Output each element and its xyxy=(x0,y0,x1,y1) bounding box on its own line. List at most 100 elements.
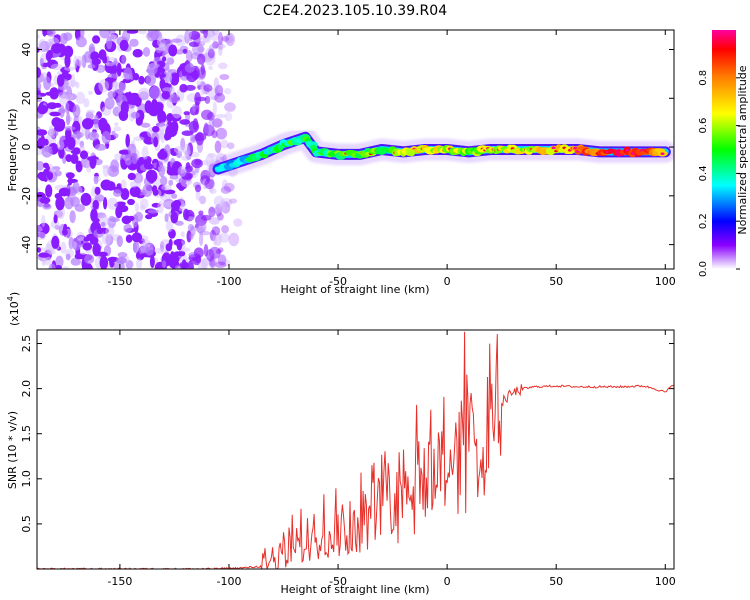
noise-blob xyxy=(186,230,192,243)
noise-blob xyxy=(59,32,68,45)
noise-blob xyxy=(129,38,139,47)
noise-blob xyxy=(200,64,205,75)
noise-blob xyxy=(198,231,211,236)
noise-blob xyxy=(202,159,209,166)
noise-blob xyxy=(42,162,49,169)
noise-blob xyxy=(217,212,224,221)
colorbar-gradient xyxy=(712,30,736,269)
noise-blob xyxy=(228,198,238,204)
noise-blob xyxy=(197,41,206,47)
noise-blob xyxy=(38,39,47,53)
noise-blob xyxy=(129,186,141,198)
noise-blob xyxy=(166,113,174,122)
noise-blob xyxy=(64,126,76,131)
noise-blob xyxy=(91,131,97,138)
noise-blob xyxy=(158,165,165,178)
y-tick-label: 2.0 xyxy=(20,380,33,398)
noise-blob xyxy=(208,44,214,54)
noise-blob xyxy=(97,251,108,257)
noise-blob xyxy=(204,125,213,134)
noise-blob xyxy=(133,136,145,142)
noise-blob xyxy=(183,111,191,116)
noise-blob xyxy=(37,231,47,240)
noise-blob xyxy=(125,234,133,243)
colorbar-tick-label: 0.8 xyxy=(698,70,709,86)
spectrogram-frame xyxy=(36,29,675,270)
noise-blob xyxy=(89,155,97,169)
noise-blob xyxy=(139,205,146,211)
noise-blob xyxy=(93,175,99,185)
noise-blob xyxy=(170,120,179,134)
noise-blob xyxy=(168,179,174,186)
snr-multiplier-exp: 4 xyxy=(6,296,15,301)
noise-blob xyxy=(87,64,96,69)
noise-blob xyxy=(131,152,138,165)
noise-blob xyxy=(159,73,167,78)
noise-blob xyxy=(37,104,48,115)
snr-y-ticks: 0.5 1.0 1.5 2.0 2.5 xyxy=(20,335,674,533)
noise-blob xyxy=(67,136,76,150)
noise-blob xyxy=(140,122,151,128)
noise-blob xyxy=(100,221,106,227)
noise-blob xyxy=(63,45,74,58)
noise-blob xyxy=(188,120,200,133)
noise-blob xyxy=(98,79,110,93)
noise-blob xyxy=(70,149,78,154)
noise-blob xyxy=(115,201,126,206)
noise-blob xyxy=(122,78,132,84)
noise-blob xyxy=(81,262,93,269)
noise-blob xyxy=(180,231,185,238)
noise-blob xyxy=(75,55,84,67)
chart-title: C2E4.2023.105.10.39.R04 xyxy=(263,3,447,19)
noise-blob xyxy=(83,236,91,242)
noise-blob xyxy=(170,207,176,215)
noise-blob xyxy=(65,93,73,101)
noise-blob xyxy=(187,260,194,269)
x-tick-label: -100 xyxy=(216,575,241,588)
colorbar-label: Normalized spectral amplitude xyxy=(736,65,749,234)
noise-blob xyxy=(168,44,178,57)
y-tick-label: 1.0 xyxy=(20,470,33,488)
noise-blob xyxy=(132,73,140,81)
noise-blob xyxy=(39,57,44,67)
noise-blob xyxy=(75,36,87,48)
ridge-peak xyxy=(625,149,630,152)
noise-blob xyxy=(125,133,130,148)
noise-blob xyxy=(164,213,169,223)
noise-blob xyxy=(221,225,230,234)
noise-blob xyxy=(54,265,62,269)
noise-blob xyxy=(105,62,115,67)
x-tick-label: -50 xyxy=(329,275,347,288)
noise-blob xyxy=(203,30,208,39)
noise-blob xyxy=(60,241,67,254)
noise-blob xyxy=(200,83,205,96)
noise-blob xyxy=(176,240,183,251)
snr-multiplier-base: (x10 xyxy=(8,301,21,326)
noise-blob xyxy=(179,83,188,93)
noise-blob xyxy=(120,179,127,189)
y-tick-label: 1.5 xyxy=(20,425,33,443)
noise-blob xyxy=(221,179,228,191)
noise-blob xyxy=(208,125,215,131)
noise-blob xyxy=(40,135,46,149)
noise-blob xyxy=(116,62,122,77)
noise-blob xyxy=(114,122,119,127)
noise-blob xyxy=(107,73,119,79)
noise-blob xyxy=(48,168,56,173)
snr-panel: -150 -100 -50 0 50 100 0.5 1.0 1.5 2.0 2.5 Height… xyxy=(6,292,676,596)
noise-blob xyxy=(58,187,70,197)
noise-blob xyxy=(101,233,112,245)
noise-blob xyxy=(183,208,190,221)
noise-blob xyxy=(131,232,143,243)
noise-blob xyxy=(107,91,116,99)
noise-blob xyxy=(79,150,89,160)
noise-blob xyxy=(74,204,86,212)
svg-text:(x104): (x104) xyxy=(6,292,21,326)
noise-blob xyxy=(113,133,119,138)
noise-blob xyxy=(214,84,224,97)
snr-series-line xyxy=(37,331,674,569)
snr-x-ticks: -150 -100 -50 0 50 100 xyxy=(107,330,676,588)
noise-blob xyxy=(55,196,65,211)
noise-blob xyxy=(103,197,108,210)
